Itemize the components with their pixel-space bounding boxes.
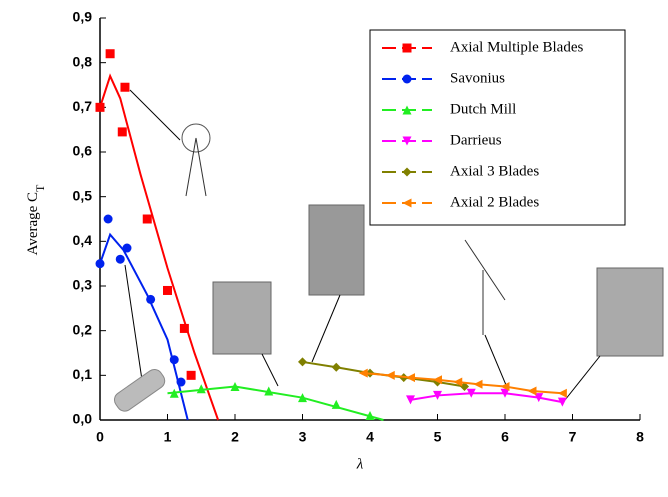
marker <box>298 357 307 366</box>
marker <box>106 49 115 58</box>
legend-label: Savonius <box>450 70 505 86</box>
legend-label: Dutch Mill <box>450 101 516 117</box>
marker <box>116 255 125 264</box>
marker <box>120 83 129 92</box>
marker <box>187 371 196 380</box>
y-tick-label: 0,0 <box>73 411 93 427</box>
marker <box>180 324 189 333</box>
marker <box>118 127 127 136</box>
y-tick-label: 0,6 <box>73 143 93 159</box>
x-axis-label: λ <box>356 456 364 472</box>
marker <box>474 380 483 389</box>
marker <box>163 286 172 295</box>
marker <box>403 44 412 53</box>
y-tick-label: 0,9 <box>73 9 93 25</box>
fit-line <box>100 76 218 420</box>
legend-label: Darrieus <box>450 132 502 148</box>
x-tick-label: 1 <box>164 429 172 445</box>
marker <box>96 259 105 268</box>
marker <box>359 369 368 378</box>
y-tick-label: 0,8 <box>73 53 93 69</box>
marker <box>143 215 152 224</box>
x-tick-label: 6 <box>501 429 509 445</box>
legend-label: Axial 2 Blades <box>450 194 539 210</box>
marker <box>386 371 395 380</box>
y-axis-label: Average CT <box>25 184 46 255</box>
chart: λ Average CT 0 1 2 3 4 5 6 7 8 0,0 0,1 0,2 0,3 0,4 0,5… <box>0 0 668 497</box>
legend-label: Axial 3 Blades <box>450 163 539 179</box>
x-tick-label: 8 <box>636 429 644 445</box>
marker <box>123 244 132 253</box>
y-tick-label: 0,3 <box>73 277 93 293</box>
marker <box>177 378 186 387</box>
y-label-main: Average C <box>25 192 41 255</box>
marker <box>96 103 105 112</box>
x-tick-label: 7 <box>569 429 577 445</box>
y-tick-label: 0,1 <box>73 366 93 382</box>
x-tick-label: 4 <box>366 429 374 445</box>
marker <box>403 75 412 84</box>
marker <box>558 389 567 398</box>
y-tick-label: 0,7 <box>73 98 93 114</box>
marker <box>146 295 155 304</box>
marker <box>332 400 341 409</box>
y-tick-label: 0,4 <box>73 232 93 248</box>
legend-label: Axial Multiple Blades <box>450 39 583 55</box>
marker <box>332 363 341 372</box>
marker <box>406 373 415 382</box>
x-tick-label: 0 <box>96 429 104 445</box>
y-tick-label: 0,5 <box>73 187 93 203</box>
marker <box>528 386 537 395</box>
x-tick-label: 2 <box>231 429 239 445</box>
marker <box>170 355 179 364</box>
y-tick-label: 0,2 <box>73 321 93 337</box>
x-tick-label: 5 <box>434 429 442 445</box>
x-tick-label: 3 <box>299 429 307 445</box>
y-label-sub: T <box>33 184 47 192</box>
marker <box>104 215 113 224</box>
